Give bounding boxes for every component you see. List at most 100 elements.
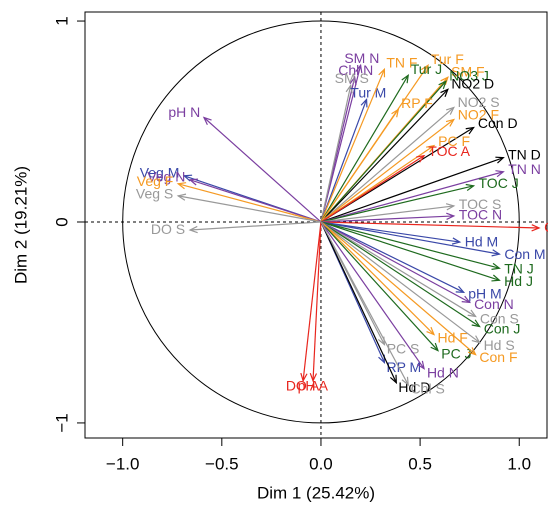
arrow-head bbox=[445, 118, 456, 127]
arrow-label: pH M bbox=[468, 286, 501, 302]
arrow-label: NO3 J bbox=[449, 68, 489, 84]
arrow-head bbox=[471, 335, 481, 344]
arrow bbox=[320, 106, 455, 223]
arrow-label: PC F bbox=[438, 133, 470, 149]
arrow bbox=[178, 195, 322, 223]
arrow-head bbox=[420, 63, 429, 74]
arrow-head bbox=[471, 319, 481, 328]
arrow-head bbox=[440, 88, 449, 98]
arrow-label: Con A bbox=[544, 219, 548, 235]
arrow-head bbox=[467, 309, 477, 318]
arrow-label: Hd N bbox=[427, 364, 459, 380]
arrow-label: Hd S bbox=[484, 337, 515, 353]
arrow-label: TOC A bbox=[428, 143, 470, 159]
arrow-head bbox=[360, 97, 368, 108]
arrow bbox=[320, 88, 449, 223]
arrow bbox=[189, 179, 322, 223]
arrow-head bbox=[182, 174, 193, 182]
arrow-label: Tur J bbox=[411, 61, 442, 77]
arrow-head bbox=[467, 347, 477, 356]
arrow-head bbox=[445, 203, 456, 211]
arrow-head bbox=[401, 73, 409, 84]
x-tick-label: 0.5 bbox=[408, 454, 432, 473]
arrow-label: Veg S bbox=[136, 185, 173, 201]
arrow bbox=[320, 155, 425, 223]
arrow bbox=[320, 80, 447, 223]
arrow-head bbox=[176, 193, 187, 201]
y-tick-label: 1 bbox=[52, 16, 71, 25]
arrow-head bbox=[391, 108, 400, 118]
arrow bbox=[203, 117, 322, 223]
arrow-label: DO A bbox=[286, 377, 320, 393]
arrow bbox=[178, 183, 322, 223]
arrow-head bbox=[300, 372, 308, 383]
arrow-head bbox=[491, 262, 501, 270]
arrow-head bbox=[188, 178, 199, 186]
arrow-head bbox=[416, 360, 425, 370]
arrow-label: Chl S bbox=[411, 381, 445, 397]
arrow-head bbox=[495, 156, 505, 164]
arrow-head bbox=[188, 225, 198, 234]
arrow bbox=[320, 221, 500, 269]
arrow-label: Hd J bbox=[504, 273, 533, 289]
arrow-label: RP F bbox=[401, 95, 433, 111]
plot-frame bbox=[84, 11, 548, 439]
x-tick-label: −1.0 bbox=[106, 454, 140, 473]
arrow-label: TN N bbox=[508, 161, 541, 177]
arrow-head bbox=[446, 212, 456, 220]
arrow-label: Con F bbox=[479, 349, 517, 365]
arrow bbox=[320, 205, 454, 223]
arrow-label: Veg N bbox=[147, 169, 185, 185]
arrow-label: TN F bbox=[386, 54, 417, 70]
x-tick-label: 1.0 bbox=[507, 454, 531, 473]
arrow-head bbox=[309, 373, 318, 383]
arrow-label: TOC S bbox=[459, 196, 502, 212]
arrow bbox=[320, 171, 504, 223]
arrow-label: TN J bbox=[504, 260, 534, 276]
arrow-label: TOC J bbox=[479, 175, 519, 191]
arrow-head bbox=[426, 144, 436, 153]
arrow bbox=[320, 221, 500, 255]
arrow-label: PC J bbox=[441, 346, 471, 362]
arrow-label: Con M bbox=[504, 246, 545, 262]
arrow-label: Con S bbox=[480, 310, 519, 326]
arrow-head bbox=[440, 76, 449, 86]
arrow-head bbox=[495, 170, 505, 178]
arrow bbox=[320, 185, 474, 223]
arrow bbox=[320, 221, 397, 383]
arrow bbox=[320, 221, 470, 303]
arrow-label: DO S bbox=[151, 221, 185, 237]
arrow bbox=[320, 221, 500, 281]
arrow-label: TOC N bbox=[459, 206, 502, 222]
arrow bbox=[320, 119, 455, 223]
arrow bbox=[320, 221, 460, 243]
arrow-head bbox=[176, 182, 187, 190]
arrow bbox=[320, 74, 409, 223]
arrow bbox=[320, 221, 480, 344]
arrow-label: Tur M bbox=[350, 84, 386, 100]
unit-circle bbox=[122, 20, 520, 424]
arrow-head bbox=[451, 237, 462, 245]
arrow bbox=[320, 221, 439, 351]
arrow-head bbox=[416, 154, 426, 163]
arrow-label: SM F bbox=[451, 63, 484, 79]
arrow bbox=[320, 221, 435, 335]
arrow bbox=[320, 221, 464, 293]
arrow-head bbox=[426, 326, 436, 336]
arrow-head bbox=[349, 75, 357, 86]
arrow-head bbox=[461, 295, 472, 304]
arrow bbox=[320, 99, 368, 223]
x-tick-label: 0.0 bbox=[309, 454, 333, 473]
arrow-label: RP M bbox=[386, 359, 421, 375]
arrow bbox=[190, 221, 321, 231]
x-axis-title: Dim 1 (25.42%) bbox=[257, 483, 375, 502]
arrow-head bbox=[531, 224, 541, 232]
arrow bbox=[320, 69, 385, 223]
arrow-label: NO2 S bbox=[458, 94, 500, 110]
arrow-label: Veg F bbox=[137, 173, 174, 189]
arrow-label: Hd M bbox=[465, 234, 498, 250]
arrow-label: PC S bbox=[387, 341, 420, 357]
arrow-label: SM S bbox=[335, 70, 369, 86]
